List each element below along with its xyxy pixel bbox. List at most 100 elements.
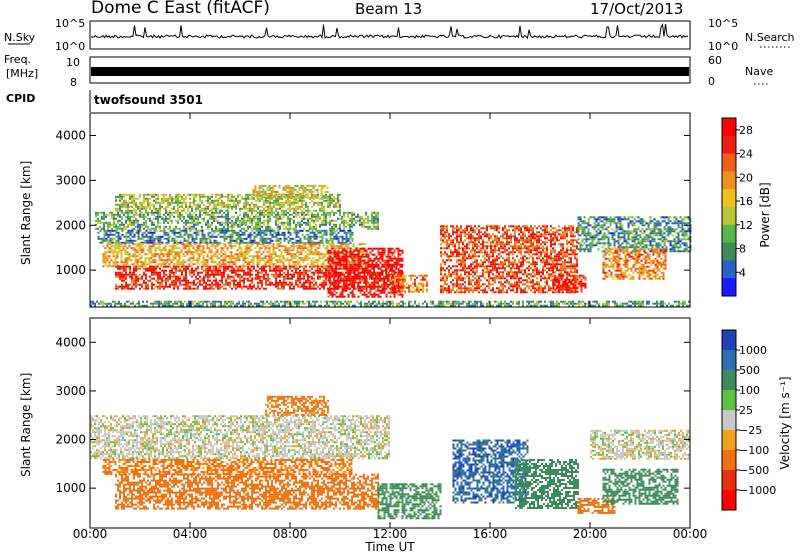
heatmap-cell [221,195,223,198]
heatmap-cell [135,285,137,288]
heatmap-cell [323,287,325,290]
heatmap-cell [307,269,309,272]
heatmap-cell [367,247,370,250]
heatmap-cell [367,273,370,276]
heatmap-cell [371,227,373,230]
heatmap-cell [199,281,201,284]
heatmap-cell [223,205,225,208]
heatmap-cell [324,247,327,250]
heatmap-cell [302,243,305,246]
heatmap-cell [290,259,293,262]
heatmap-cell [191,205,193,208]
heatmap-cell [426,274,428,277]
heatmap-cell [103,211,105,214]
heatmap-cell [105,213,107,216]
heatmap-cell [277,229,280,232]
heatmap-cell [121,273,123,276]
heatmap-cell [223,203,225,206]
heatmap-cell [414,288,416,291]
heatmap-cell [245,199,247,202]
heatmap-cell [178,261,181,264]
heatmap-cell [268,188,271,191]
heatmap-cell [129,219,131,222]
heatmap-cell [272,249,275,252]
heatmap-cell [187,283,189,286]
heatmap-cell [261,209,263,212]
heatmap-cell [359,263,362,266]
heatmap-cell [285,267,287,270]
heatmap-cell [123,195,125,198]
heatmap-cell [287,197,289,200]
heatmap-cell [151,193,153,196]
heatmap-cell [213,199,215,202]
heatmap-cell [277,219,279,222]
heatmap-cell [145,229,148,232]
heatmap-cell [325,193,327,196]
heatmap-cell [297,229,300,232]
heatmap-cell [225,205,227,208]
heatmap-cell [279,215,281,218]
heatmap-cell [339,213,341,216]
heatmap-cell [263,201,265,204]
heatmap-cell [203,203,205,206]
heatmap-cell [349,275,352,278]
heatmap-cell [292,243,295,246]
heatmap-cell [177,269,179,272]
heatmap-cell [315,235,318,238]
heatmap-cell [341,289,344,292]
heatmap-cell [351,239,354,242]
heatmap-cell [442,227,444,230]
heatmap-cell [167,265,169,268]
heatmap-cell [381,271,384,274]
heatmap-cell [255,275,257,278]
heatmap-cell [389,247,392,250]
heatmap-cell [331,219,333,222]
heatmap-cell [223,227,225,230]
heatmap-cell [157,201,159,204]
heatmap-cell [145,193,147,196]
heatmap-cell [275,271,277,274]
heatmap-cell [281,221,283,224]
heatmap-cell [220,255,223,258]
heatmap-cell [200,253,203,256]
heatmap-cell [325,199,327,202]
heatmap-cell [404,286,406,289]
heatmap-cell [325,283,327,286]
heatmap-cell [193,217,195,220]
heatmap-cell [155,237,158,240]
heatmap-cell [265,219,267,222]
heatmap-cell [256,257,259,260]
heatmap-cell [255,233,258,236]
heatmap-cell [239,265,241,268]
heatmap-cell [121,205,123,208]
heatmap-cell [311,287,313,290]
heatmap-cell [331,229,334,232]
heatmap-cell [167,235,170,238]
heatmap-cell [297,271,299,274]
heatmap-cell [287,241,290,244]
heatmap-cell [207,227,209,230]
heatmap-cell [331,273,334,276]
heatmap-cell [307,217,309,220]
heatmap-cell [375,271,377,274]
heatmap-cell [142,263,145,266]
heatmap-cell [179,267,181,270]
heatmap-cell [115,223,117,226]
heatmap-cell [215,199,217,202]
heatmap-cell [243,285,245,288]
heatmap-cell [281,201,283,204]
heatmap-cell [276,243,279,246]
heatmap-cell [313,241,316,244]
heatmap-cell [224,263,227,266]
heatmap-cell [341,295,344,298]
heatmap-cell [125,211,127,214]
heatmap-cell [151,273,153,276]
heatmap-cell [235,221,237,224]
heatmap-cell [337,273,340,276]
heatmap-cell [126,253,129,256]
heatmap-cell [138,253,141,256]
heatmap-cell [327,269,330,272]
heatmap-cell [299,269,301,272]
heatmap-cell [316,247,319,250]
heatmap-cell [293,215,295,218]
